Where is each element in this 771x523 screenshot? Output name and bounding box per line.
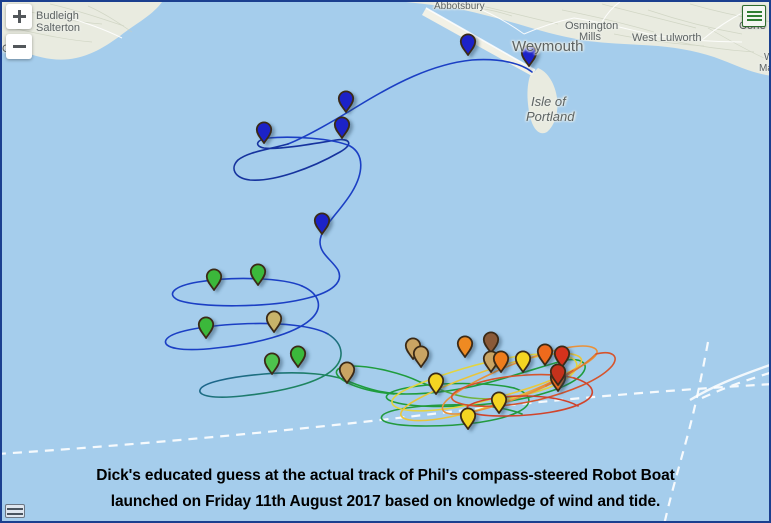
marker-pin-icon [337,90,355,113]
track-yellow-orange [501,369,575,403]
land-isle-of-portland [527,68,558,134]
marker-pin-icon [456,335,474,358]
map-marker[interactable] [249,263,267,286]
marker-pin-icon [263,352,281,375]
track-orange-1 [545,353,597,387]
marker-pin-icon [338,361,356,384]
marker-pin-icon [553,345,571,368]
marker-pin-icon [333,116,351,139]
map-marker[interactable] [263,352,281,375]
map-marker[interactable] [520,44,538,67]
track-blue-2 [171,136,362,307]
map-marker[interactable] [313,212,331,235]
map-marker[interactable] [412,345,430,368]
land-dorset [406,2,769,76]
map-marker[interactable] [265,310,283,333]
keyboard-row [7,507,23,510]
track-red-end [467,395,579,407]
map-marker[interactable] [482,331,500,354]
track-blue-loop-2 [164,285,329,351]
marker-pin-icon [520,44,538,67]
marker-pin-icon [482,331,500,354]
map-marker[interactable] [197,316,215,339]
marker-pin-icon [249,263,267,286]
map-marker[interactable] [459,407,477,430]
marker-pin-icon [265,310,283,333]
marker-pin-icon [459,407,477,430]
map-marker[interactable] [490,391,508,414]
marker-pin-icon [536,343,554,366]
hamburger-bar [746,15,762,17]
ferry-route-3 [701,372,769,400]
track-green-loop-2 [380,387,530,427]
map-marker[interactable] [514,350,532,373]
boat-track[interactable] [164,58,533,398]
ferry-route-solid [689,364,769,402]
marker-pin-icon [289,345,307,368]
map-marker[interactable] [459,33,477,56]
map-marker[interactable] [289,345,307,368]
map-marker[interactable] [255,121,273,144]
ferry-routes [2,341,769,521]
chesil-beach-line [425,7,536,71]
hamburger-bar [746,19,762,21]
land-devon [2,2,162,60]
track-yellow-loop-2 [400,352,583,422]
zoom-control[interactable] [6,4,32,64]
keyboard-row [7,512,23,515]
zoom-out-button[interactable] [6,34,32,59]
map-marker[interactable] [456,335,474,358]
hamburger-bar [746,11,762,13]
terrain-contours [11,3,769,59]
marker-pin-icon [549,363,567,386]
marker-pin-icon [492,350,510,373]
caption-line-2: launched on Friday 11th August 2017 base… [110,493,661,510]
track-green-2 [335,365,421,395]
marker-pin-icon [490,391,508,414]
marker-pin-icon [514,350,532,373]
map-marker[interactable] [337,90,355,113]
track-blue-green [199,333,351,398]
map-marker[interactable] [333,116,351,139]
track-green-1 [349,359,567,395]
track-blue-1 [287,58,533,145]
boat-track-green [335,358,586,427]
map-marker[interactable] [553,345,571,368]
track-blue-loop-1 [233,137,350,181]
road-network [61,2,745,43]
marker-pin-icon [412,345,430,368]
map-marker[interactable] [205,268,223,291]
track-yellow-loop-1 [391,353,578,412]
caption: Dick's educated guess at the actual trac… [2,463,769,515]
marker-pin-icon [255,121,273,144]
chesil-beach [422,8,535,76]
weymouth-bay [514,30,568,47]
marker-pin-icon [197,316,215,339]
minus-icon [12,45,26,48]
map-marker[interactable] [536,343,554,366]
map-marker[interactable] [549,363,567,386]
marker-layer[interactable] [197,33,571,430]
map-marker[interactable] [338,361,356,384]
map-marker[interactable] [427,372,445,395]
marker-pin-icon [205,268,223,291]
map-marker[interactable] [492,350,510,373]
plus-icon [12,10,26,23]
marker-pin-icon [459,33,477,56]
caption-line-1: Dick's educated guess at the actual trac… [96,467,675,484]
land-masses [2,2,769,134]
zoom-in-button[interactable] [6,4,32,29]
marker-pin-icon [313,212,331,235]
keyboard-shortcuts-icon[interactable] [5,504,25,518]
track-red-loop-1 [450,351,616,408]
hamburger-menu-button[interactable] [742,5,766,27]
marker-pin-icon [427,372,445,395]
ferry-route-1 [2,383,769,455]
